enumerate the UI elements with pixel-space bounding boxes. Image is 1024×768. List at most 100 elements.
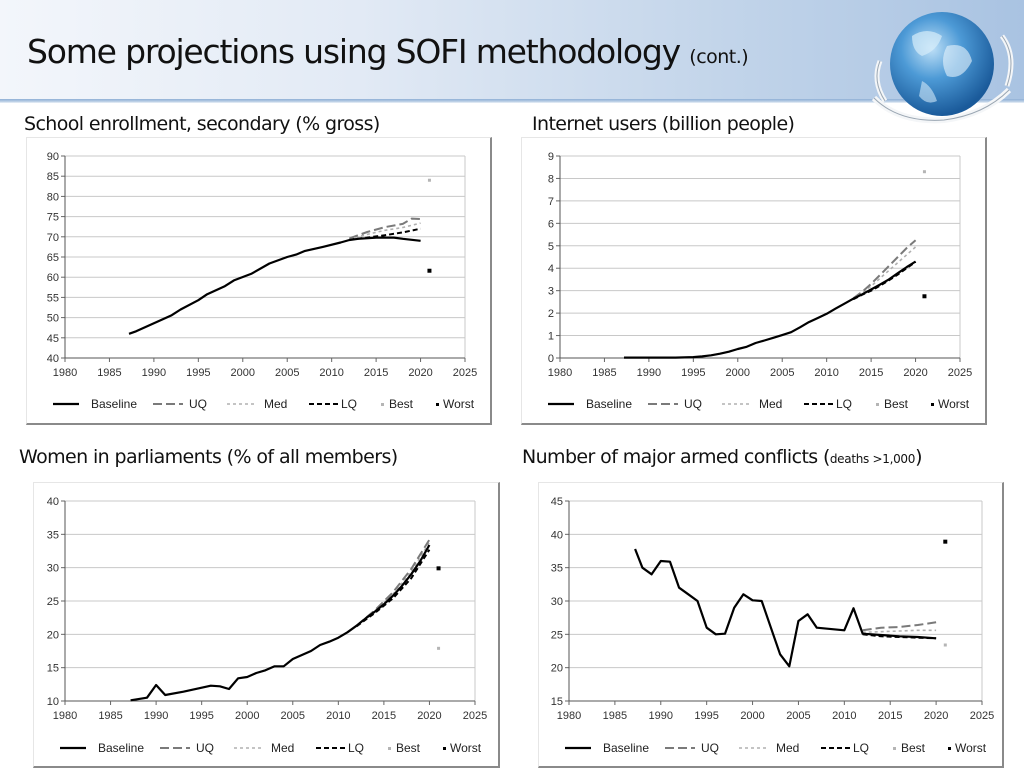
y-tick-label: 4 — [548, 263, 554, 275]
x-tick-label: 1980 — [53, 710, 77, 722]
series-line-uq — [852, 239, 917, 300]
x-tick-label: 2005 — [770, 367, 794, 379]
best-point — [437, 646, 441, 650]
x-tick-label: 1995 — [694, 710, 718, 722]
chart-title-internet: Internet users (billion people) — [532, 113, 795, 135]
y-tick-label: 50 — [47, 313, 59, 325]
chart-internet-svg: 0 1 2 3 4 5 6 7 8 9 1980 1985 1990 1995 2000 2005 2010 20… — [548, 151, 972, 411]
x-tick-label: 2025 — [463, 710, 487, 722]
series-line-baseline — [634, 548, 937, 668]
chart-title-women: Women in parliaments (% of all members) — [19, 446, 398, 468]
series-line-med — [852, 246, 917, 300]
x-tick-label: 1990 — [649, 710, 673, 722]
y-tick-label: 45 — [47, 333, 59, 345]
chart-internet: 0 1 2 3 4 5 6 7 8 9 1980 1985 1990 1995 2000 2005 2010 20… — [521, 137, 987, 425]
series-line-uq — [349, 217, 421, 240]
x-tick-label: 2015 — [878, 710, 902, 722]
y-tick-label: 30 — [551, 596, 563, 608]
y-tick-label: 35 — [551, 563, 563, 575]
legend-label-worst: Worst — [450, 741, 482, 755]
y-tick-label: 55 — [47, 292, 59, 304]
legend-label-best: Best — [901, 741, 926, 755]
series-line-med — [349, 222, 421, 240]
chart-title-conflicts-suffix: deaths >1,000 — [829, 452, 916, 466]
y-tick-label: 10 — [47, 696, 59, 708]
y-tick-label: 9 — [548, 151, 554, 163]
legend-label-best: Best — [884, 397, 909, 411]
legend-label-baseline: Baseline — [603, 741, 649, 755]
legend-label-baseline: Baseline — [586, 397, 632, 411]
worst-point — [427, 268, 432, 273]
slide-title-main: Some projections using SOFI methodology — [27, 32, 681, 71]
legend-label-baseline: Baseline — [91, 397, 137, 411]
slide-title-suffix: (cont.) — [689, 46, 749, 68]
worst-point — [922, 294, 927, 299]
x-tick-label: 2000 — [740, 710, 764, 722]
legend-marker-worst — [436, 403, 439, 406]
legend-label-worst: Worst — [955, 741, 987, 755]
y-tick-label: 20 — [551, 663, 563, 675]
x-tick-label: 2015 — [859, 367, 883, 379]
globe-laurel-logo-icon — [871, 12, 1014, 124]
legend-label-best: Best — [396, 741, 421, 755]
chart-title-conflicts-main: Number of major armed conflicts ( — [522, 446, 830, 468]
x-tick-label: 2005 — [786, 710, 810, 722]
y-tick-label: 25 — [551, 629, 563, 641]
header-divider — [0, 99, 1024, 103]
chart-title-school: School enrollment, secondary (% gross) — [24, 113, 380, 135]
y-tick-label: 80 — [47, 191, 59, 203]
chart-title-conflicts-close: ) — [915, 446, 922, 468]
y-tick-label: 35 — [47, 529, 59, 541]
x-tick-label: 2010 — [326, 710, 350, 722]
slide-title: Some projections using SOFI methodology … — [27, 32, 749, 71]
y-tick-label: 70 — [47, 232, 59, 244]
series-line-uq — [355, 539, 431, 627]
y-tick-label: 85 — [47, 171, 59, 183]
x-tick-label: 1990 — [144, 710, 168, 722]
x-tick-label: 2020 — [924, 710, 948, 722]
series-line-baseline — [624, 260, 917, 359]
legend-marker-worst — [931, 403, 934, 406]
legend-label-uq: UQ — [684, 397, 702, 411]
legend-label-worst: Worst — [938, 397, 970, 411]
y-tick-label: 20 — [47, 629, 59, 641]
x-tick-label: 2020 — [903, 367, 927, 379]
y-tick-label: 15 — [47, 663, 59, 675]
x-tick-label: 1980 — [53, 367, 77, 379]
legend-label-uq: UQ — [196, 741, 214, 755]
x-tick-label: 2025 — [948, 367, 972, 379]
x-tick-label: 2025 — [453, 367, 477, 379]
best-point — [922, 170, 926, 174]
y-tick-label: 7 — [548, 196, 554, 208]
y-tick-label: 1 — [548, 331, 554, 343]
legend-label-uq: UQ — [189, 397, 207, 411]
x-tick-label: 2010 — [814, 367, 838, 379]
worst-point — [943, 539, 948, 544]
x-tick-label: 2020 — [417, 710, 441, 722]
legend-label-best: Best — [389, 397, 414, 411]
legend-label-med: Med — [776, 741, 799, 755]
x-tick-label: 1985 — [603, 710, 627, 722]
x-tick-label: 1980 — [557, 710, 581, 722]
x-tick-label: 2010 — [832, 710, 856, 722]
series-line-baseline — [130, 544, 431, 702]
best-point — [427, 178, 431, 182]
x-tick-label: 1995 — [681, 367, 705, 379]
x-tick-label: 1995 — [186, 367, 210, 379]
chart-title-conflicts: Number of major armed conflicts (deaths … — [522, 446, 923, 468]
x-tick-label: 1995 — [189, 710, 213, 722]
chart-school: 40 45 50 55 60 65 70 75 80 85 90 1980 1985 1990 1995 20… — [26, 137, 492, 425]
x-tick-label: 1985 — [98, 710, 122, 722]
x-tick-label: 2025 — [970, 710, 994, 722]
legend-label-lq: LQ — [836, 397, 852, 411]
x-tick-label: 1990 — [142, 367, 166, 379]
x-tick-label: 2015 — [364, 367, 388, 379]
series-line-uq — [862, 621, 937, 632]
x-tick-label: 1985 — [97, 367, 121, 379]
y-tick-label: 40 — [551, 529, 563, 541]
worst-point — [436, 566, 441, 571]
y-tick-label: 45 — [551, 496, 563, 508]
x-tick-label: 2000 — [231, 367, 255, 379]
x-tick-label: 2000 — [726, 367, 750, 379]
